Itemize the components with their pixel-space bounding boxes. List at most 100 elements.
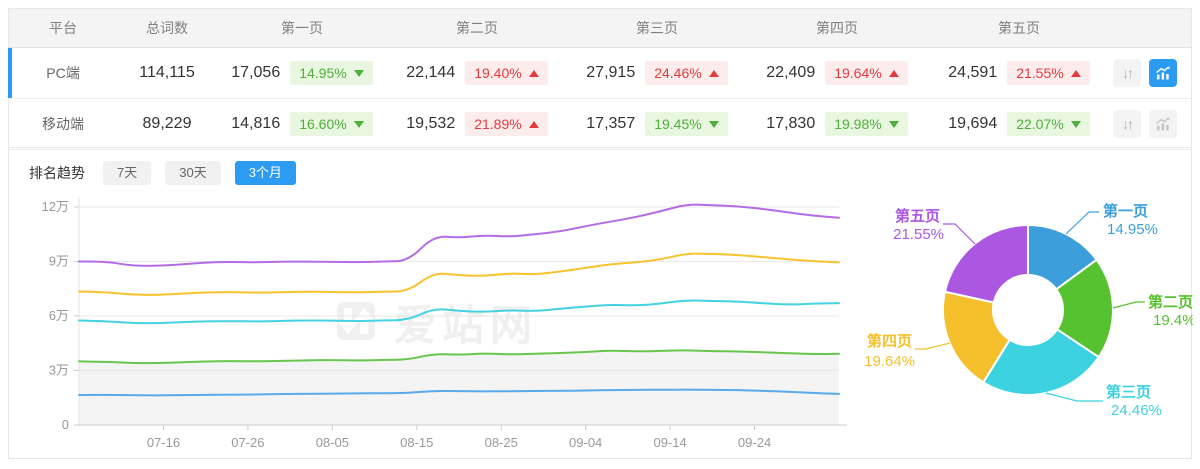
trend-chart-button[interactable] [1149,110,1177,138]
page3-count: 27,915 [586,64,636,81]
x-tick-label: 09-14 [653,435,686,450]
page4-percent-badge: 19.64% [825,61,908,85]
arrow-down-icon [708,120,719,128]
page5-count: 19,694 [948,115,998,132]
y-tick-label: 0 [62,417,69,432]
donut-percent-第五页: 21.55% [893,226,944,243]
donut-slice-第三页[interactable] [981,328,1101,396]
row-actions: ↓↑ [1111,59,1191,87]
donut-label-第一页: 第一页 [1103,202,1148,220]
page1-cell: 17,056 14.95% [217,61,387,85]
column-header-7: 第五页 [998,20,1040,36]
arrow-up-icon [708,69,719,77]
donut-slice-第二页[interactable] [1054,258,1114,359]
page4-count: 17,830 [766,115,816,132]
area-fill [79,350,839,425]
arrow-down-icon [1070,120,1081,128]
y-tick-label: 9万 [49,254,69,269]
trend-chart-icon [1156,66,1170,80]
donut-slice-第四页[interactable] [942,290,1011,384]
arrow-up-icon [528,120,539,128]
page5-cell: 24,591 21.55% [927,61,1111,85]
x-tick-label: 08-05 [316,435,349,450]
page3-percent-badge: 19.45% [645,112,728,136]
donut-label-第五页: 第五页 [895,207,940,225]
table-row-PC端[interactable]: PC端 114,115 17,056 14.95% 22,144 19.40% 27,915… [8,48,1191,99]
donut-leader-line [1065,211,1099,235]
column-header-5: 第三页 [636,20,678,36]
x-tick-label: 08-25 [485,435,518,450]
page2-count: 19,532 [406,115,456,132]
percent-value: 19.98% [834,116,882,132]
page4-cell: 17,830 19.98% [747,112,927,136]
page4-count: 22,409 [766,64,816,81]
percent-value: 22.07% [1016,116,1064,132]
arrow-down-icon [888,120,899,128]
sort-updown-button[interactable]: ↓↑ [1113,59,1141,87]
arrow-up-icon [888,69,899,77]
donut-label-第二页: 第二页 [1148,293,1193,311]
rank-overview-card: 平台 总词数 第一页 第二页 第三页 第四页 第五页 PC端 114,115 17,056 14.… [8,8,1193,459]
donut-leader-line [1112,301,1145,309]
trend-tab-7天[interactable]: 7天 [103,161,152,185]
platform-label: 移动端 [42,116,84,132]
table-row-移动端[interactable]: 移动端 89,229 14,816 16.60% 19,532 21.89% 17,357 1… [9,99,1191,150]
trend-tab-30天[interactable]: 30天 [165,161,221,185]
sort-updown-button[interactable]: ↓↑ [1113,110,1141,138]
x-tick-label: 09-04 [569,435,602,450]
x-tick-label: 07-26 [231,435,264,450]
trend-header: 排名趋势 7天 30天 3个月 [29,161,310,185]
platform-label: PC端 [46,65,80,81]
page2-count: 22,144 [406,64,456,81]
donut-label-第三页: 第三页 [1106,383,1151,401]
trend-line-总词数(第一页~第五页) [78,203,840,267]
page1-count: 14,816 [231,115,281,132]
page1-cell: 14,816 16.60% [217,112,387,136]
trend-line-第一页 [78,388,840,397]
page5-count: 24,591 [948,64,998,81]
trend-charts: 爱站网 0 3万 6万 9万 12万 07-16 07-26 08-05 08-15 08-25 09… [42,197,1193,450]
total-words-value: 89,229 [142,115,192,132]
page2-cell: 19,532 21.89% [387,112,567,136]
page2-percent-badge: 21.89% [465,112,548,136]
donut-slice-第五页[interactable] [943,223,1029,304]
percent-value: 19.40% [474,65,522,81]
column-header-1: 平台 [49,20,77,36]
column-header-3: 第一页 [281,20,323,36]
trend-section: 排名趋势 7天 30天 3个月 爱站网 0 3万 6万 9万 12万 07-16 07-26 08-… [9,147,1193,459]
arrow-down-icon [353,69,364,77]
total-words-value: 114,115 [139,64,195,81]
watermark-text: 爱站网 [394,302,538,349]
page5-percent-badge: 22.07% [1007,112,1090,136]
donut-percent-第三页: 24.46% [1111,402,1162,419]
column-header-4: 第二页 [456,20,498,36]
trend-range-tabs: 7天 30天 3个月 [103,161,310,185]
page4-cell: 22,409 19.64% [747,61,927,85]
y-tick-label: 3万 [49,363,69,378]
page1-percent-badge: 14.95% [290,61,373,85]
percent-value: 19.64% [834,65,882,81]
page3-percent-badge: 24.46% [645,61,728,85]
page5-cell: 19,694 22.07% [927,112,1111,136]
donut-percent-第四页: 19.64% [864,353,915,370]
donut-leader-line [943,223,976,245]
trend-tab-3个月[interactable]: 3个月 [234,161,296,185]
percent-value: 21.89% [474,116,522,132]
page1-percent-badge: 16.60% [290,112,373,136]
trend-line-第一页~第三页 [78,299,840,325]
page3-cell: 27,915 24.46% [567,61,747,85]
donut-percent-第一页: 14.95% [1107,221,1158,238]
page3-cell: 17,357 19.45% [567,112,747,136]
column-header-6: 第四页 [816,20,858,36]
percent-value: 16.60% [299,116,347,132]
page5-percent-badge: 21.55% [1007,61,1090,85]
page3-count: 17,357 [586,115,636,132]
page2-cell: 22,144 19.40% [387,61,567,85]
y-tick-label: 12万 [42,199,69,214]
column-header-2: 总词数 [146,20,188,36]
page4-percent-badge: 19.98% [825,112,908,136]
table-header: 平台 总词数 第一页 第二页 第三页 第四页 第五页 [9,9,1191,48]
page2-percent-badge: 19.40% [465,61,548,85]
trend-chart-button[interactable] [1149,59,1177,87]
percent-value: 24.46% [654,65,702,81]
